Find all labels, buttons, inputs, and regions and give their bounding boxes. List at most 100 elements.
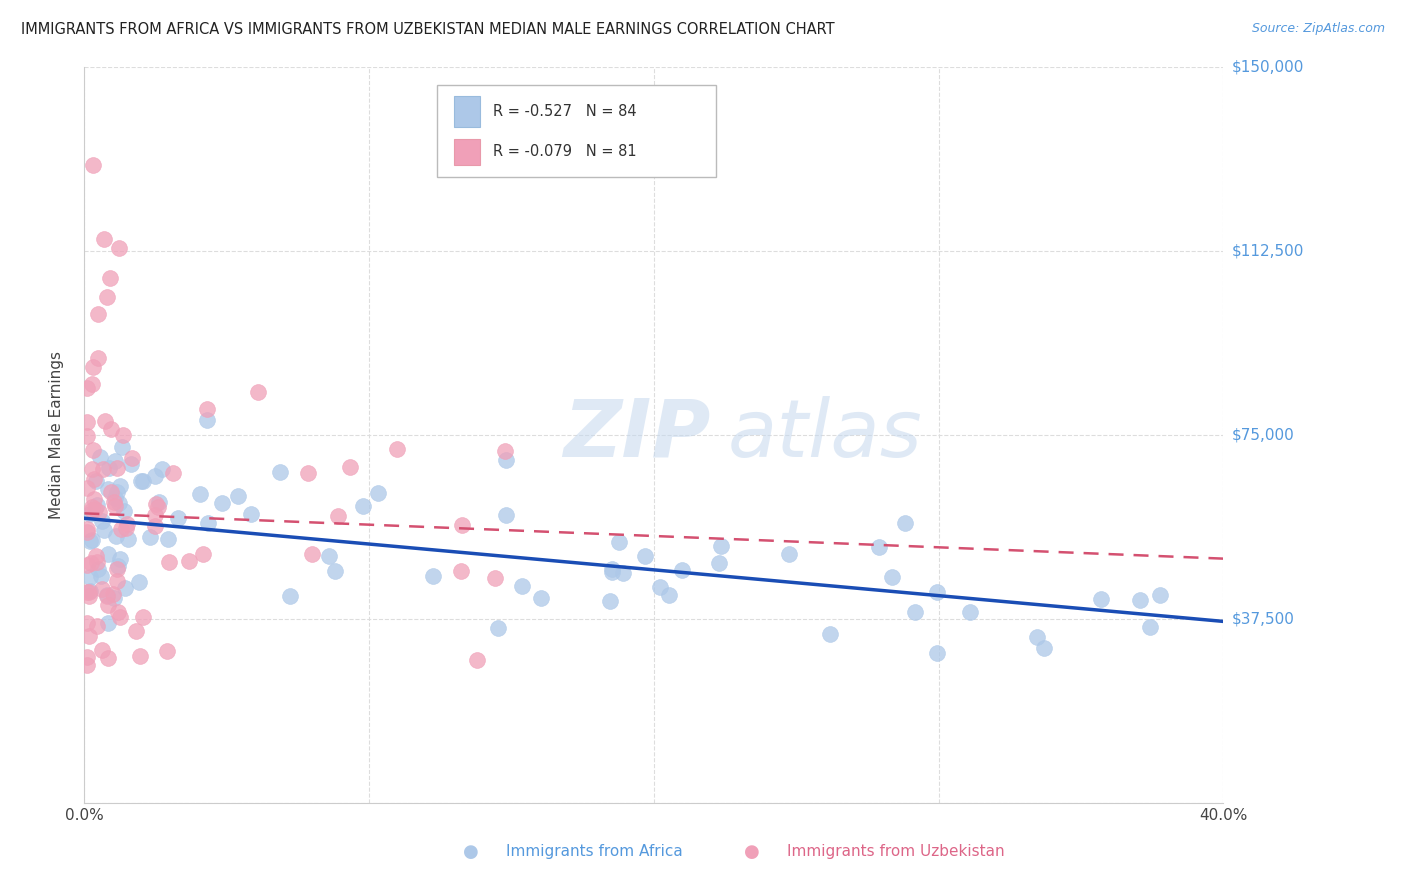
Point <box>104 499 127 513</box>
Point <box>80 556 103 570</box>
Point <box>100 422 122 436</box>
Point <box>634 549 657 563</box>
Point <box>880 570 903 584</box>
Point <box>96 291 118 305</box>
Point <box>76 415 98 429</box>
Point <box>495 508 517 522</box>
Point <box>494 444 516 458</box>
Point <box>107 559 129 574</box>
Point <box>1032 641 1054 656</box>
Point <box>108 496 131 510</box>
Point <box>79 533 101 548</box>
Point <box>108 479 131 493</box>
Point <box>240 507 263 521</box>
Point <box>710 540 733 554</box>
Point <box>484 571 506 585</box>
Point <box>269 465 291 479</box>
Point <box>76 585 98 599</box>
Bar <box>454 138 479 165</box>
Text: Immigrants from Africa: Immigrants from Africa <box>506 845 683 859</box>
Point <box>162 466 184 480</box>
Point <box>90 568 112 582</box>
Point <box>82 158 104 172</box>
Point <box>76 616 98 631</box>
Point <box>148 500 170 514</box>
Point <box>671 563 693 577</box>
Point <box>76 657 98 672</box>
Point <box>607 535 630 549</box>
Point <box>96 590 118 604</box>
Point <box>195 413 218 427</box>
Point <box>97 461 120 475</box>
Point <box>84 549 107 564</box>
Point <box>1090 591 1112 606</box>
Point <box>93 232 115 246</box>
Point <box>98 271 121 285</box>
Point <box>145 497 167 511</box>
Point <box>82 500 104 514</box>
Point <box>128 649 150 664</box>
Point <box>339 459 361 474</box>
Text: ZIP: ZIP <box>562 396 710 474</box>
Point <box>156 533 179 547</box>
Point <box>1149 588 1171 602</box>
Point <box>648 580 671 594</box>
Point <box>86 619 108 633</box>
Point <box>904 606 927 620</box>
Point <box>104 491 127 506</box>
Point <box>148 494 170 508</box>
Text: $37,500: $37,500 <box>1232 611 1295 626</box>
Point <box>226 489 249 503</box>
Point <box>211 496 233 510</box>
Point <box>105 460 128 475</box>
Point <box>77 584 100 599</box>
Point <box>709 556 731 570</box>
Point <box>121 450 143 465</box>
Point <box>145 468 167 483</box>
Point <box>103 591 125 606</box>
Text: R = -0.527   N = 84: R = -0.527 N = 84 <box>494 104 637 120</box>
Point <box>105 485 128 500</box>
Point <box>108 551 131 566</box>
Point <box>84 474 107 488</box>
Point <box>97 482 120 496</box>
Point <box>90 643 112 657</box>
Text: Source: ZipAtlas.com: Source: ZipAtlas.com <box>1251 22 1385 36</box>
Text: $150,000: $150,000 <box>1232 60 1303 74</box>
Point <box>529 591 551 606</box>
Point <box>86 499 108 513</box>
Point <box>115 516 138 531</box>
Point <box>600 561 623 575</box>
Point <box>114 581 136 595</box>
Point <box>76 522 98 536</box>
Point <box>105 562 128 576</box>
Point <box>612 566 634 581</box>
Point <box>104 529 127 543</box>
Point <box>323 564 346 578</box>
Point <box>139 530 162 544</box>
Point <box>97 651 120 665</box>
Point <box>197 516 219 530</box>
Point <box>86 555 108 569</box>
Point <box>76 381 98 395</box>
Point <box>115 521 138 535</box>
Point <box>110 522 132 536</box>
Point <box>83 491 105 506</box>
Point <box>1139 620 1161 634</box>
Point <box>925 585 948 599</box>
Point <box>79 508 101 522</box>
Point <box>97 616 120 631</box>
Point <box>120 457 142 471</box>
Point <box>188 487 211 501</box>
Point <box>156 644 179 658</box>
Point <box>76 481 98 495</box>
Point <box>101 587 124 601</box>
Point <box>107 606 129 620</box>
Point <box>76 558 98 572</box>
Point <box>76 650 98 665</box>
Point <box>76 428 98 442</box>
Point <box>868 540 890 554</box>
Point <box>79 584 101 599</box>
Text: $112,500: $112,500 <box>1232 244 1303 259</box>
Point <box>96 588 118 602</box>
